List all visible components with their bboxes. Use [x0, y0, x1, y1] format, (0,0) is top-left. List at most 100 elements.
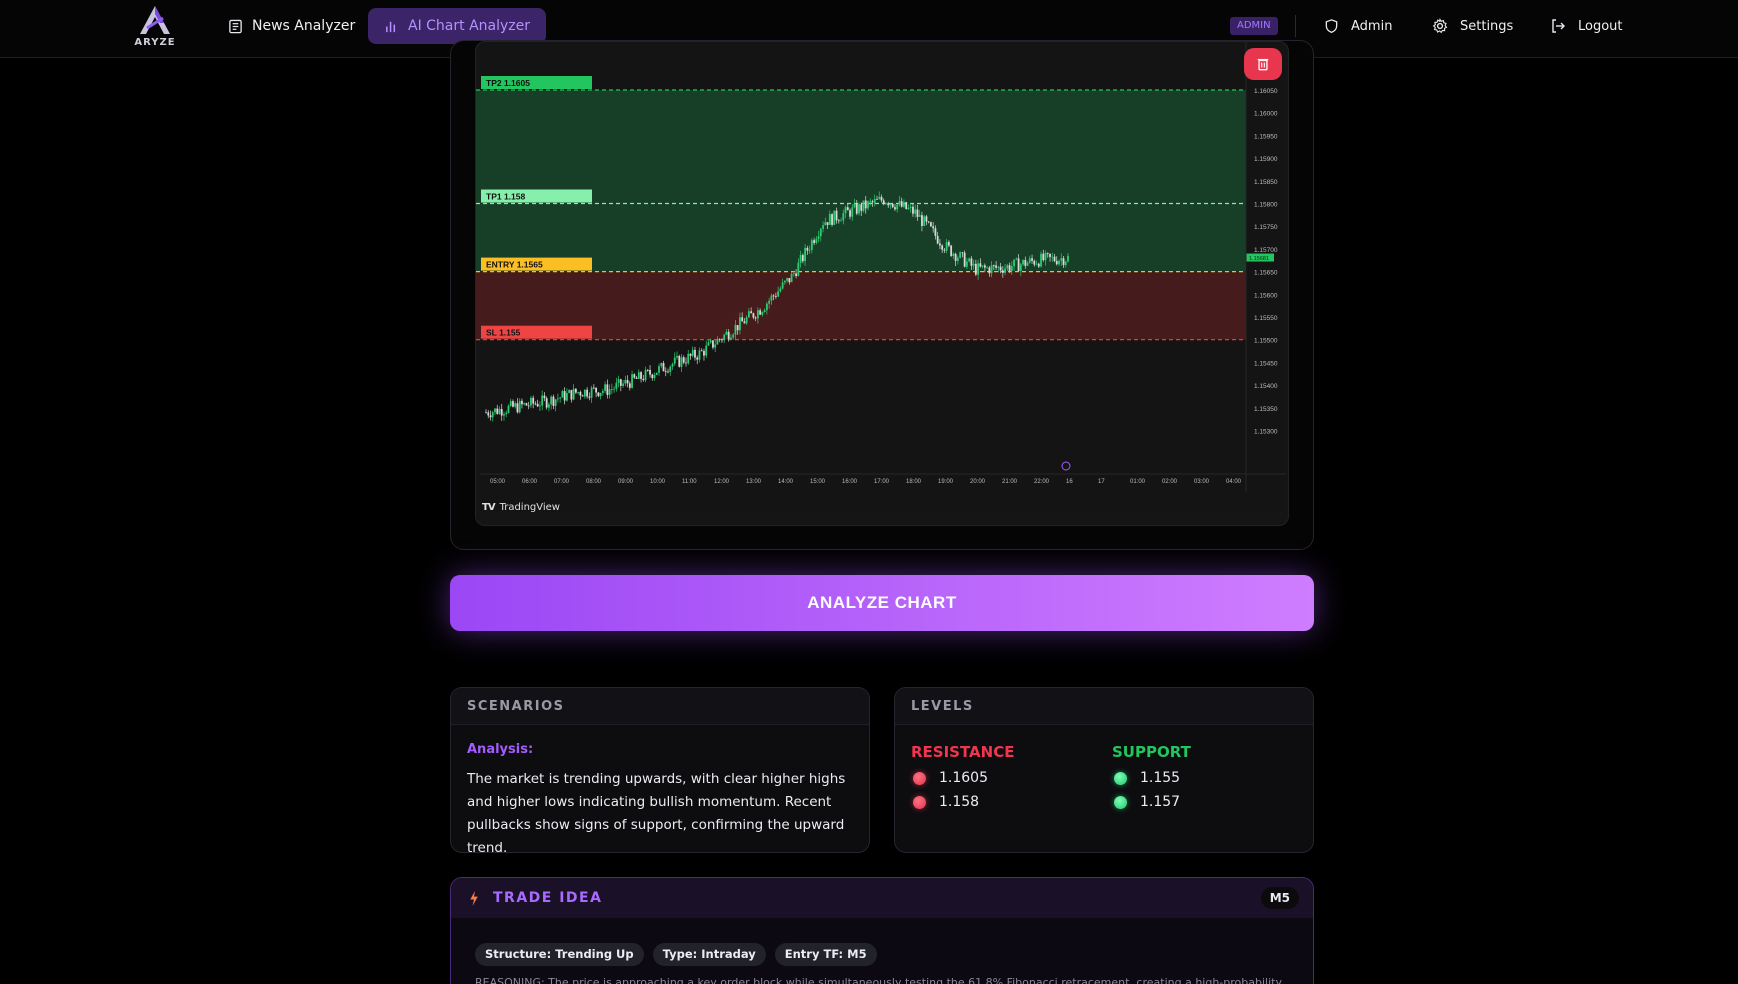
candle-body: [896, 204, 899, 210]
candle-body: [936, 235, 939, 244]
candle-body: [583, 389, 586, 397]
candle-body: [523, 403, 526, 405]
nav-logout-label: Logout: [1578, 18, 1623, 34]
y-tick-label: 1.15500: [1254, 338, 1278, 345]
nav-admin[interactable]: Admin: [1324, 14, 1392, 38]
reasoning-text: REASONING: The price is approaching a ke…: [475, 976, 1282, 984]
candle-body: [837, 220, 840, 222]
candle-body: [698, 350, 701, 360]
candle-body: [507, 405, 510, 413]
tradingview-watermark: TV TradingView: [482, 502, 560, 513]
y-tick-label: 1.15850: [1254, 179, 1278, 186]
candle-body: [761, 312, 764, 315]
candle-body: [846, 207, 849, 211]
candle-body: [858, 204, 860, 214]
candle-body: [950, 245, 953, 256]
candle-body: [815, 239, 818, 243]
x-tick-label: 07:00: [554, 479, 570, 485]
candle-body: [828, 214, 831, 225]
y-tick-label: 1.15750: [1254, 224, 1278, 231]
x-tick-label: 08:00: [586, 479, 602, 485]
candle-body: [925, 216, 928, 222]
candle-body: [557, 398, 559, 400]
candle-body: [970, 258, 973, 266]
candle-body: [750, 311, 753, 314]
candle-body: [909, 206, 912, 208]
candle-body: [543, 395, 546, 399]
aryze-logo[interactable]: ARYZE: [128, 4, 182, 52]
analyze-chart-button[interactable]: ANALYZE CHART: [450, 575, 1314, 631]
candle-body: [561, 391, 564, 398]
y-tick-label: 1.15950: [1254, 133, 1278, 140]
candle-body: [797, 262, 800, 276]
candle-body: [916, 209, 919, 217]
candle-body: [918, 215, 921, 217]
candle-body: [999, 266, 1002, 271]
candle-body: [725, 331, 728, 335]
candle-body: [898, 201, 901, 205]
candle-body: [889, 203, 892, 206]
candle-body: [1019, 264, 1022, 272]
candle-body: [485, 412, 487, 414]
support-value: 1.157: [1140, 794, 1181, 810]
x-tick-label: 13:00: [746, 479, 762, 485]
candle-body: [655, 372, 658, 375]
candle-body: [489, 415, 492, 418]
candle-body: [801, 255, 804, 262]
nav-chart-label: AI Chart Analyzer: [408, 18, 531, 34]
nav-news-label: News Analyzer: [252, 18, 356, 34]
lightning-icon: [470, 890, 478, 906]
resistance-dot-icon: [913, 795, 926, 809]
x-tick-label: 06:00: [522, 479, 538, 485]
y-tick-label: 1.15650: [1254, 270, 1278, 277]
candle-body: [615, 382, 618, 389]
delete-chart-button[interactable]: [1244, 48, 1282, 80]
candle-body: [622, 383, 624, 386]
candle-body: [550, 396, 553, 405]
candle-body: [730, 337, 732, 340]
nav-settings[interactable]: Settings: [1432, 14, 1513, 38]
candle-body: [813, 240, 815, 243]
candle-body: [682, 357, 685, 363]
candle-body: [565, 392, 568, 401]
candle-body: [792, 273, 795, 275]
x-tick-label: 02:00: [1162, 479, 1178, 485]
candle-body: [882, 200, 885, 204]
x-tick-label: 21:00: [1002, 479, 1018, 485]
nav-ai-chart-analyzer[interactable]: AI Chart Analyzer: [368, 8, 547, 44]
candle-body: [487, 412, 490, 416]
last-price-marker: [1246, 253, 1274, 262]
candle-body: [1033, 260, 1036, 265]
nav-news-analyzer[interactable]: News Analyzer: [212, 8, 371, 44]
candle-body: [1049, 253, 1051, 257]
y-tick-label: 1.16050: [1254, 88, 1278, 95]
x-tick-label: 20:00: [970, 479, 986, 485]
y-tick-label: 1.16000: [1254, 111, 1278, 118]
nav-logout[interactable]: Logout: [1550, 14, 1623, 38]
analysis-label: Analysis:: [467, 742, 534, 757]
y-tick-label: 1.15450: [1254, 360, 1278, 367]
level-label: SL 1.155: [486, 328, 521, 338]
level-label-box: [481, 325, 592, 339]
candle-body: [595, 387, 598, 393]
candle-body: [736, 325, 739, 331]
candle-body: [604, 384, 606, 391]
candle-body: [927, 221, 930, 223]
candle-body: [505, 412, 508, 415]
candle-body: [568, 390, 571, 393]
candle-body: [887, 203, 890, 206]
candle-body: [741, 317, 744, 322]
bar-chart-icon: [386, 21, 396, 32]
candle-body: [912, 206, 914, 214]
candle-body: [1058, 260, 1060, 265]
support-dot-icon: [1114, 771, 1127, 785]
x-tick-label: 12:00: [714, 479, 730, 485]
candle-body: [1024, 259, 1027, 266]
candle-body: [963, 252, 966, 267]
candle-body: [981, 265, 984, 267]
candle-body: [952, 253, 955, 256]
candle-body: [842, 213, 845, 221]
candle-body: [1010, 266, 1013, 271]
support-dot-icon: [1114, 795, 1127, 809]
candle-body: [662, 363, 665, 372]
